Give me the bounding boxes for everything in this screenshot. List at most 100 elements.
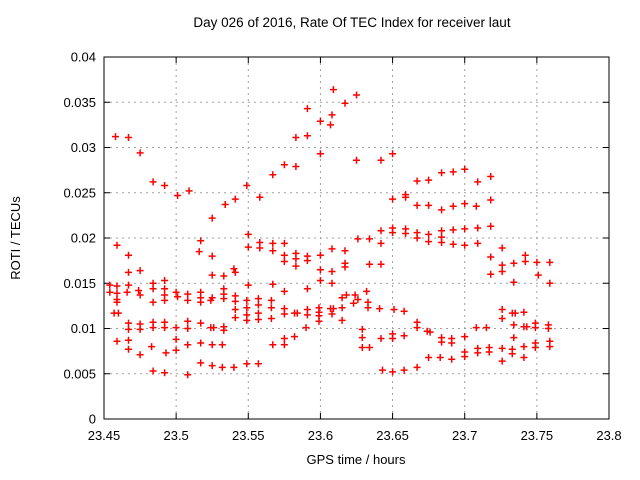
data-point-marker (449, 240, 457, 248)
data-point-marker (243, 182, 251, 189)
data-point-marker (521, 258, 529, 265)
data-point-marker (328, 268, 336, 275)
data-point-marker (280, 258, 288, 265)
y-tick-label: 0.04 (71, 50, 96, 65)
data-point-marker (544, 325, 552, 332)
data-point-marker (208, 252, 216, 260)
data-point-marker (449, 202, 457, 210)
data-point-marker (448, 355, 456, 363)
data-point-marker (510, 334, 518, 342)
data-point-marker (511, 309, 519, 317)
data-point-marker (364, 304, 372, 312)
data-point-marker (125, 345, 132, 353)
data-point-marker (425, 201, 433, 209)
data-point-marker (267, 315, 275, 322)
data-point-marker (114, 309, 122, 317)
data-point-marker (148, 343, 156, 351)
data-point-marker (316, 117, 324, 125)
data-point-marker (149, 324, 157, 332)
data-point-marker (125, 268, 132, 276)
y-tick-label: 0.02 (71, 231, 96, 246)
data-point-marker (354, 296, 362, 303)
data-points (106, 86, 554, 379)
data-point-marker (413, 363, 421, 371)
data-point-marker (123, 288, 131, 296)
data-point-marker (482, 324, 490, 332)
data-point-marker (328, 245, 336, 253)
data-point-marker (269, 247, 277, 255)
data-point-marker (510, 278, 518, 286)
x-tick-label: 23.7 (452, 428, 477, 443)
data-point-marker (363, 287, 371, 295)
data-point-marker (521, 251, 529, 259)
data-point-marker (256, 193, 264, 201)
data-point-marker (390, 306, 398, 313)
data-point-marker (425, 230, 433, 238)
data-point-marker (106, 288, 114, 296)
data-point-marker (280, 335, 288, 342)
data-point-marker (303, 132, 311, 140)
data-point-marker (292, 134, 300, 141)
data-point-marker (438, 338, 446, 346)
data-point-marker (438, 227, 446, 235)
data-point-marker (328, 279, 336, 287)
data-point-marker (327, 121, 334, 129)
data-point-marker (316, 251, 324, 259)
data-point-marker (353, 156, 360, 164)
data-point-marker (487, 173, 495, 180)
data-point-marker (413, 324, 421, 332)
data-point-marker (400, 332, 408, 340)
data-point-marker (436, 354, 444, 361)
data-point-marker (520, 343, 528, 351)
data-point-marker (208, 341, 216, 349)
data-point-marker (292, 163, 300, 170)
data-point-marker (498, 315, 506, 322)
x-tick-label: 23.55 (232, 428, 265, 443)
data-point-marker (254, 309, 262, 317)
data-point-marker (438, 206, 446, 214)
data-point-marker (461, 200, 469, 208)
data-point-marker (195, 248, 203, 256)
data-point-marker (474, 239, 482, 247)
data-point-marker (303, 311, 311, 319)
data-point-marker (174, 192, 182, 199)
data-point-marker (377, 227, 385, 235)
data-point-marker (280, 251, 288, 259)
data-point-marker (125, 336, 132, 344)
data-point-marker (136, 351, 144, 359)
data-point-marker (316, 277, 324, 284)
data-point-marker (174, 293, 182, 301)
data-point-marker (358, 334, 366, 342)
data-point-marker (377, 335, 385, 342)
data-point-marker (472, 202, 480, 210)
data-point-marker (487, 253, 495, 261)
data-point-marker (498, 244, 506, 252)
data-point-marker (487, 196, 495, 204)
data-point-marker (184, 317, 192, 325)
data-point-marker (358, 344, 366, 351)
x-tick-label: 23.8 (596, 428, 621, 443)
data-point-marker (113, 337, 121, 345)
data-point-marker (135, 287, 143, 294)
data-point-marker (231, 195, 239, 203)
data-point-marker (474, 224, 482, 232)
data-point-marker (269, 280, 277, 288)
data-point-marker (280, 239, 288, 247)
data-point-marker (280, 341, 288, 349)
data-point-marker (485, 348, 493, 356)
data-point-marker (244, 281, 252, 289)
data-point-marker (366, 235, 373, 243)
data-point-marker (461, 241, 469, 249)
data-point-marker (244, 230, 252, 238)
data-point-marker (413, 177, 421, 185)
data-point-marker (389, 335, 397, 342)
data-point-marker (292, 262, 300, 270)
data-point-marker (366, 260, 373, 268)
data-point-marker (208, 214, 216, 222)
data-point-marker (402, 230, 410, 237)
data-point-marker (425, 238, 433, 246)
data-point-marker (244, 243, 252, 251)
data-point-marker (292, 255, 300, 263)
data-point-marker (413, 234, 421, 242)
data-point-marker (338, 294, 346, 302)
